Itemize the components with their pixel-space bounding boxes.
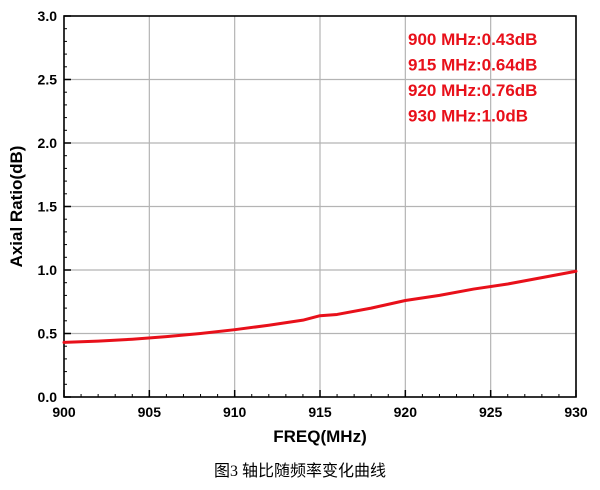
axial-ratio-line bbox=[62, 269, 578, 344]
x-tick-label: 925 bbox=[479, 404, 503, 420]
x-axis-title: FREQ(MHz) bbox=[273, 427, 366, 446]
figure-caption: 图3 轴比随频率变化曲线 bbox=[213, 463, 386, 480]
x-tick-label: 905 bbox=[138, 404, 162, 420]
x-tick-label: 930 bbox=[564, 404, 588, 420]
x-tick-label: 910 bbox=[223, 404, 247, 420]
annotation-label: 915 MHz:0.64dB bbox=[408, 56, 537, 75]
y-tick-label: 3.0 bbox=[38, 8, 58, 24]
annotation-label: 930 MHz:1.0dB bbox=[408, 107, 528, 126]
annotation-label: 900 MHz:0.43dB bbox=[408, 30, 537, 49]
y-tick-label: 1.5 bbox=[38, 199, 58, 215]
x-tick-label: 900 bbox=[52, 404, 76, 420]
annotation-label: 920 MHz:0.76dB bbox=[408, 81, 537, 100]
x-tick-label: 920 bbox=[394, 404, 418, 420]
y-axis-title: Axial Ratio(dB) bbox=[7, 146, 26, 268]
y-tick-label: 2.0 bbox=[38, 135, 58, 151]
y-tick-label: 0.5 bbox=[38, 326, 58, 342]
y-tick-label: 0.0 bbox=[38, 389, 58, 405]
x-tick-label: 915 bbox=[308, 404, 332, 420]
plot-frame bbox=[63, 15, 577, 398]
axial-ratio-chart: 900 905 910 915 920 925 930 0.0 0.5 1.0 1.5 2.0 2.5 3… bbox=[7, 8, 588, 446]
y-tick-label: 2.5 bbox=[38, 72, 58, 88]
y-tick-label: 1.0 bbox=[38, 262, 58, 278]
